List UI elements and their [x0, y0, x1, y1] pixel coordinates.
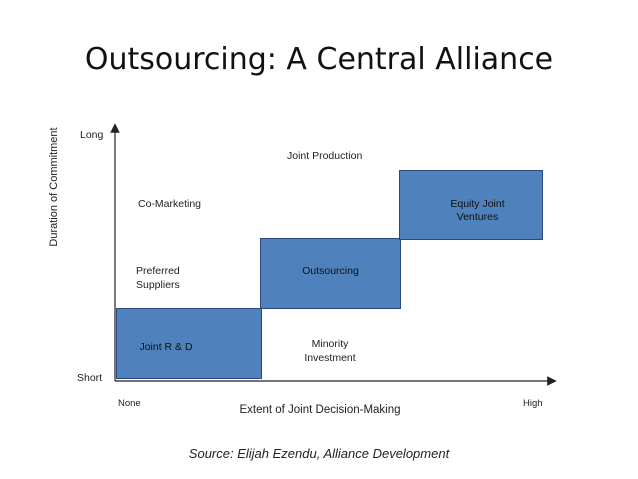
- source-citation: Source: Elijah Ezendu, Alliance Developm…: [188, 446, 450, 461]
- preferred-suppliers-label: Preferred Suppliers: [136, 265, 180, 291]
- box-outsourcing: [260, 238, 401, 309]
- box-equity-joint-ventures: [399, 170, 543, 240]
- joint-rd-label: Joint R & D: [139, 341, 193, 353]
- y-axis-top-label: Long: [80, 129, 104, 141]
- co-marketing-label: Co-Marketing: [138, 198, 202, 210]
- joint-production-label: Joint Production: [287, 150, 363, 162]
- minority-investment-label: Minority Investment: [304, 338, 356, 364]
- equity-joint-ventures-label: Equity Joint Ventures: [450, 198, 505, 223]
- box-joint-rd: [116, 308, 262, 379]
- y-axis-title: Duration of Commitment: [48, 127, 60, 247]
- x-axis-title: Extent of Joint Decision-Making: [239, 404, 401, 416]
- x-axis-left-label: None: [118, 398, 141, 409]
- slide-title: Outsourcing: A Central Alliance: [84, 42, 554, 77]
- x-axis-right-label: High: [523, 398, 543, 409]
- outsourcing-label: Outsourcing: [302, 265, 359, 277]
- y-axis-bottom-label: Short: [77, 372, 103, 384]
